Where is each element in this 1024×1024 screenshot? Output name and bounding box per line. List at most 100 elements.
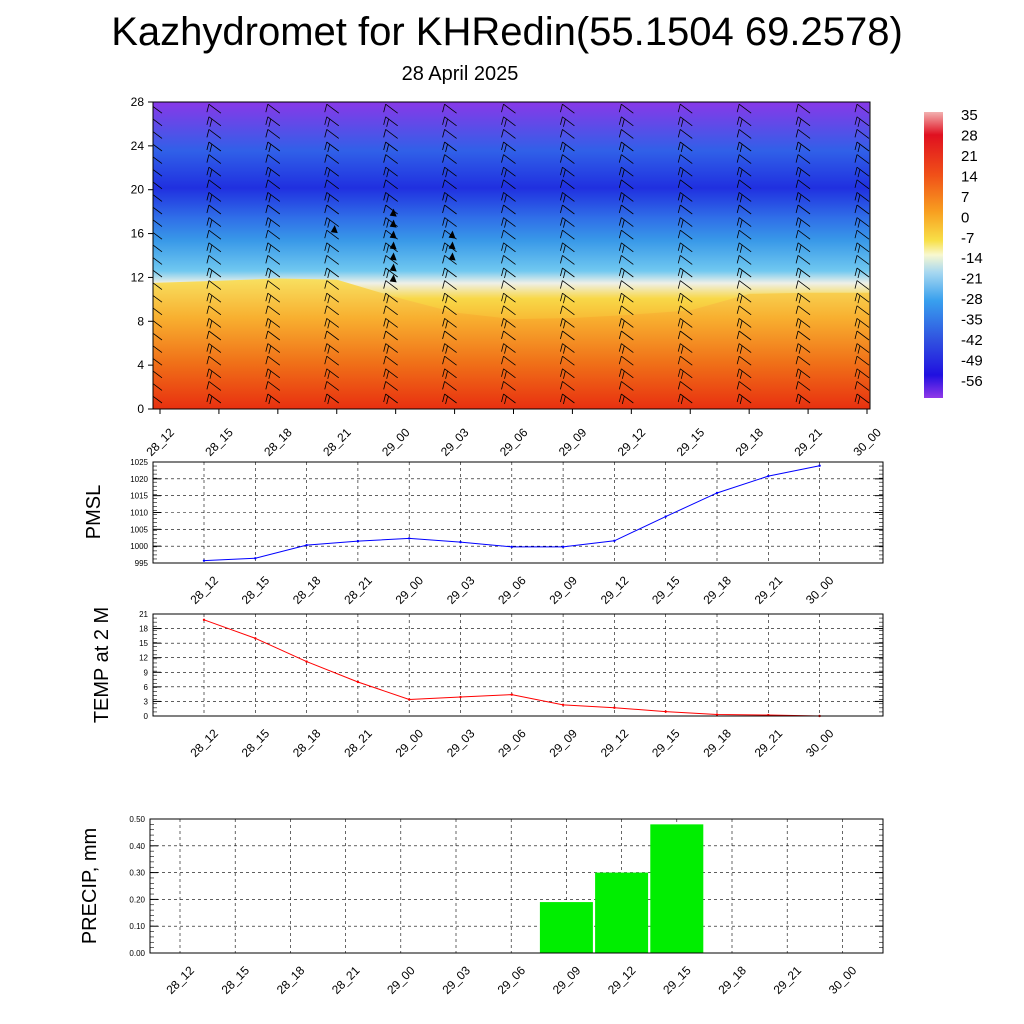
wind-barb-staff bbox=[503, 217, 516, 227]
cs-y-tick-label: 0 bbox=[137, 402, 144, 416]
wind-barb-feather bbox=[324, 381, 328, 390]
wind-barb-feather bbox=[148, 293, 150, 301]
wind-barb-staff bbox=[208, 229, 222, 240]
wind-barb-feather bbox=[854, 343, 858, 352]
wind-barb-feather bbox=[621, 169, 625, 178]
wind-barb-feather bbox=[857, 395, 861, 405]
wind-barb bbox=[560, 267, 575, 279]
y-tick-label: 6 bbox=[144, 683, 149, 692]
wind-barb bbox=[153, 282, 163, 290]
x-tick-label: 29_00 bbox=[393, 726, 427, 760]
wind-barb bbox=[736, 141, 752, 153]
wind-barb-feather bbox=[209, 345, 213, 354]
wind-barb-staff bbox=[153, 294, 163, 303]
wind-barb-staff bbox=[621, 166, 634, 177]
wind-barb-staff bbox=[856, 318, 870, 328]
wind-barb bbox=[383, 116, 398, 127]
wind-barb-staff bbox=[267, 318, 281, 328]
wind-barb bbox=[265, 267, 281, 279]
wind-barb-staff bbox=[856, 343, 870, 353]
wind-barb bbox=[795, 318, 811, 329]
wind-barb bbox=[442, 318, 457, 329]
wind-barb-staff bbox=[680, 103, 693, 114]
wind-barb bbox=[383, 141, 398, 153]
wind-barb-feather bbox=[563, 143, 566, 153]
wind-barb bbox=[501, 343, 516, 354]
wind-barb bbox=[560, 343, 575, 354]
wind-barb-feather bbox=[560, 368, 563, 377]
wind-barb bbox=[854, 129, 870, 139]
wind-barb bbox=[383, 305, 398, 316]
wind-barb-feather bbox=[798, 269, 802, 279]
wind-barb-feather bbox=[209, 244, 213, 253]
wind-barb-staff bbox=[621, 280, 634, 290]
wind-barb-feather bbox=[795, 192, 799, 201]
wind-barb-staff bbox=[738, 343, 752, 353]
wind-barb-staff bbox=[153, 307, 163, 316]
wind-barb-staff bbox=[621, 129, 634, 139]
wind-barb-staff bbox=[797, 292, 811, 303]
wind-barb-staff bbox=[503, 229, 516, 240]
wind-barb-staff bbox=[326, 129, 339, 139]
wind-barb-feather bbox=[857, 295, 861, 304]
wind-barb-staff bbox=[385, 154, 398, 164]
wind-barb-feather bbox=[857, 169, 861, 178]
wind-barb-staff bbox=[621, 393, 634, 404]
wind-barb-feather bbox=[618, 230, 622, 239]
wind-barb-feather bbox=[206, 179, 210, 188]
wind-barb-staff bbox=[503, 103, 516, 114]
wind-barb bbox=[206, 242, 222, 253]
wind-barb-feather bbox=[618, 318, 622, 327]
wind-barb-feather bbox=[560, 116, 563, 125]
wind-barb-feather bbox=[736, 116, 740, 125]
wind-barb-feather bbox=[501, 204, 504, 214]
wind-barb-staff bbox=[738, 103, 752, 114]
wind-barb-staff bbox=[680, 192, 693, 202]
wind-barb-staff bbox=[797, 116, 811, 127]
wind-barb bbox=[383, 267, 398, 279]
wind-barb-feather bbox=[206, 293, 210, 302]
wind-barb-feather bbox=[386, 320, 390, 329]
wind-barb-staff bbox=[208, 166, 222, 177]
wind-barb-staff bbox=[621, 318, 634, 328]
x-tick-label: 30_00 bbox=[803, 573, 837, 607]
wind-barb-feather bbox=[739, 219, 743, 228]
wind-barb-feather bbox=[739, 118, 743, 127]
wind-barb-staff bbox=[267, 204, 281, 215]
wind-barb-feather bbox=[442, 104, 445, 113]
wind-barb-feather bbox=[383, 381, 387, 390]
x-tick-label: 29_09 bbox=[547, 573, 581, 607]
wind-barb-feather bbox=[560, 318, 563, 327]
wind-barb-feather bbox=[206, 393, 210, 403]
wind-barb bbox=[501, 141, 516, 153]
wind-barb bbox=[153, 383, 163, 391]
wind-barb-feather bbox=[621, 345, 625, 354]
wind-barb-feather bbox=[854, 154, 858, 163]
wind-barb bbox=[153, 181, 163, 190]
wind-barb-feather bbox=[265, 141, 269, 151]
wind-barb-staff bbox=[385, 330, 398, 341]
wind-barb-feather bbox=[386, 244, 390, 253]
wind-barb-staff bbox=[385, 204, 398, 215]
wind-barb bbox=[854, 355, 870, 366]
wind-barb bbox=[854, 204, 870, 215]
wind-barb-feather bbox=[206, 267, 210, 277]
wind-barb-staff bbox=[738, 318, 752, 328]
wind-barb-feather bbox=[386, 269, 390, 279]
wind-barb bbox=[795, 116, 811, 127]
x-tick-label: 29_18 bbox=[700, 573, 734, 607]
wind-barb-feather bbox=[560, 242, 563, 251]
wind-barb-feather bbox=[795, 167, 799, 176]
wind-barb bbox=[854, 103, 870, 114]
wind-barb bbox=[618, 368, 634, 379]
wind-barb-staff bbox=[562, 179, 575, 190]
wind-barb bbox=[501, 368, 516, 379]
wind-barb-staff bbox=[680, 393, 693, 404]
wind-barb bbox=[153, 269, 163, 278]
wind-barb bbox=[324, 192, 339, 203]
wind-barb bbox=[501, 292, 516, 304]
wind-barb-feather bbox=[798, 244, 802, 253]
wind-barb-feather bbox=[677, 116, 681, 125]
wind-barb bbox=[618, 330, 634, 341]
wind-barb-staff bbox=[385, 255, 398, 265]
